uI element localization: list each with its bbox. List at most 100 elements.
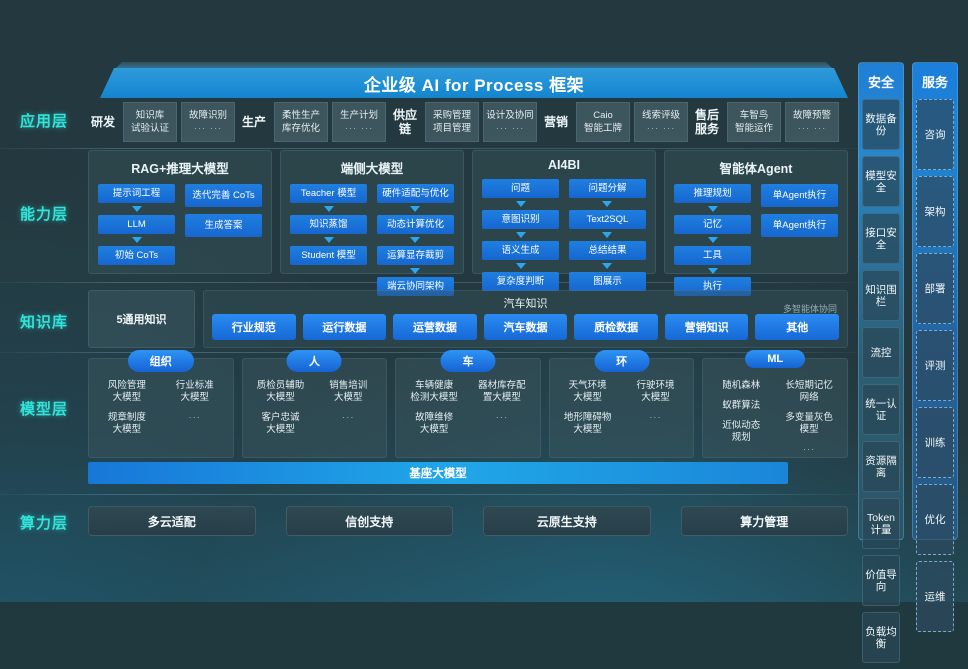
app-card-list: 车智鸟 智能运作 故障预警 ··· ···	[727, 102, 839, 142]
layer-label-model: 模型层	[19, 401, 68, 418]
model-item[interactable]: ···	[495, 412, 509, 423]
rail-item-security[interactable]: 数据备份	[862, 99, 900, 150]
rail-item-security[interactable]: 知识围栏	[862, 270, 900, 321]
knowledge-chip[interactable]: 运营数据	[393, 314, 477, 340]
rail-item-service[interactable]: 运维	[916, 561, 954, 632]
model-item[interactable]: 行业标准 大模型	[175, 380, 214, 403]
capability-node[interactable]: 语义生成	[482, 241, 560, 260]
model-panel-pill[interactable]: 环	[594, 350, 650, 372]
app-card-text: 智能工牌	[583, 123, 622, 134]
capability-node[interactable]: 推理规划	[674, 184, 752, 203]
app-card[interactable]: 生产计划 ··· ···	[332, 102, 386, 142]
rail-item-security[interactable]: 负载均衡	[862, 612, 900, 663]
capability-node[interactable]: 记忆	[674, 215, 752, 234]
capability-node[interactable]: 执行	[674, 277, 752, 296]
knowledge-chip[interactable]: 运行数据	[302, 314, 387, 340]
capability-node[interactable]: Student 模型	[290, 246, 368, 265]
model-item[interactable]: ···	[802, 444, 816, 455]
capability-node[interactable]: Teacher 模型	[290, 184, 368, 203]
model-item[interactable]: 随机森林	[722, 380, 761, 391]
app-card[interactable]: 故障识别 ··· ···	[181, 102, 235, 142]
model-item[interactable]: 风险管理 大模型	[107, 380, 146, 403]
capability-node[interactable]: 生成答案	[184, 214, 262, 237]
rail-item-service[interactable]: 架构	[916, 176, 954, 247]
knowledge-chip[interactable]: 营销知识	[664, 314, 749, 340]
compute-card[interactable]: 云原生支持	[483, 506, 651, 536]
capability-node[interactable]: 意图识别	[482, 210, 560, 229]
capability-node[interactable]: 单Agent执行	[760, 214, 838, 237]
rail-item-service[interactable]: 咨询	[916, 99, 954, 170]
capability-node[interactable]: 工具	[674, 246, 752, 265]
model-item[interactable]: 故障维修 大模型	[415, 412, 454, 435]
rail-item-service[interactable]: 优化	[916, 484, 954, 555]
model-panel-pill[interactable]: 人	[286, 350, 342, 372]
compute-card[interactable]: 算力管理	[680, 506, 848, 536]
knowledge-chip[interactable]: 行业规范	[212, 314, 296, 340]
model-item[interactable]: 行驶环境 大模型	[636, 380, 675, 403]
compute-card[interactable]: 信创支持	[285, 506, 453, 536]
model-item[interactable]: 蚁群算法	[722, 400, 761, 411]
knowledge-chip[interactable]: 汽车数据	[483, 314, 568, 340]
model-item[interactable]: 天气环境 大模型	[568, 380, 607, 403]
rail-item-security[interactable]: 资源隔离	[862, 441, 900, 492]
model-panel-pill[interactable]: 组织	[127, 350, 194, 372]
capability-node[interactable]: Text2SQL	[568, 210, 646, 229]
capability-node[interactable]: 单Agent执行	[760, 184, 838, 207]
capability-node[interactable]: LLM	[98, 215, 176, 234]
app-card[interactable]: 知识库 试验认证	[123, 102, 177, 142]
rail-item-security[interactable]: 模型安全	[862, 156, 900, 207]
model-panel-pill[interactable]: ML	[745, 350, 806, 368]
capability-node[interactable]: 总结结果	[568, 241, 646, 260]
model-item[interactable]: ···	[188, 412, 201, 423]
flow-arrow-down-icon	[515, 263, 526, 269]
model-item[interactable]: 长短期记忆 网络	[785, 380, 833, 403]
model-item[interactable]: 车辆健康 检测大模型	[410, 380, 458, 403]
capability-panel-title: RAG+推理大模型	[131, 162, 229, 176]
capability-node[interactable]: 提示词工程	[98, 184, 176, 203]
app-card[interactable]: 设计及协同 ··· ···	[483, 102, 537, 142]
capability-node[interactable]: 端云协同架构	[376, 277, 454, 296]
model-item[interactable]: 地形障碍物 大模型	[563, 412, 612, 435]
rail-item-security[interactable]: 接口安全	[862, 213, 900, 264]
rail-item-security[interactable]: Token计量	[862, 498, 900, 549]
app-card[interactable]: 柔性生产 库存优化	[274, 102, 328, 142]
model-item[interactable]: 客户忠诚 大模型	[261, 412, 300, 435]
rail-item-service[interactable]: 评测	[916, 330, 954, 401]
model-item[interactable]: 器材库存配 置大模型	[478, 380, 526, 403]
capability-node[interactable]: 迭代完善 CoTs	[184, 184, 262, 207]
capability-node[interactable]: 复杂度判断	[482, 272, 560, 291]
capability-node[interactable]: 动态计算优化	[376, 215, 454, 234]
app-card[interactable]: 车智鸟 智能运作	[727, 102, 781, 142]
rail-item-security[interactable]: 价值导向	[862, 555, 900, 606]
rail-item-security[interactable]: 流控	[862, 327, 900, 378]
app-card[interactable]: 采购管理 项目管理	[425, 102, 479, 142]
capability-node[interactable]: 初始 CoTs	[98, 246, 176, 265]
rail-item-service[interactable]: 训练	[916, 407, 954, 478]
knowledge-chip[interactable]: 其他	[755, 314, 840, 340]
model-item[interactable]: ···	[649, 412, 662, 423]
security-rail: 安全 数据备份 模型安全 接口安全 知识围栏 流控 统一认证 资源隔离 Token计量 价值导向…	[858, 62, 904, 663]
app-card[interactable]: Caio 智能工牌	[576, 102, 630, 142]
flow-arrow-down-icon	[515, 232, 526, 238]
model-item[interactable]: 质检员辅助 大模型	[256, 380, 305, 403]
app-card[interactable]: 线索评级 ··· ···	[634, 102, 688, 142]
model-panel-pill[interactable]: 车	[440, 350, 496, 372]
capability-node[interactable]: 图展示	[568, 272, 646, 291]
model-item[interactable]: 多变量灰色 模型	[785, 412, 833, 435]
model-item[interactable]: 规章制度 大模型	[107, 412, 146, 435]
capability-node[interactable]: 运算显存裁剪	[376, 246, 454, 265]
rail-item-service[interactable]: 部署	[916, 253, 954, 324]
capability-node[interactable]: 硬件适配与优化	[376, 184, 454, 203]
knowledge-chip[interactable]: 质检数据	[574, 314, 658, 340]
app-card[interactable]: 故障预警 ··· ···	[785, 102, 839, 142]
capability-node[interactable]: 问题分解	[568, 179, 646, 198]
model-item[interactable]: ···	[342, 412, 355, 423]
model-item[interactable]: 近似动态 规划	[722, 420, 761, 443]
capability-node[interactable]: 知识蒸馏	[290, 215, 368, 234]
compute-card[interactable]: 多云适配	[88, 506, 256, 536]
general-knowledge-card[interactable]: 5通用知识	[88, 290, 195, 348]
rail-item-security[interactable]: 统一认证	[862, 384, 900, 435]
model-item[interactable]: 销售培训 大模型	[329, 380, 368, 403]
capability-node[interactable]: 问题	[482, 179, 560, 198]
